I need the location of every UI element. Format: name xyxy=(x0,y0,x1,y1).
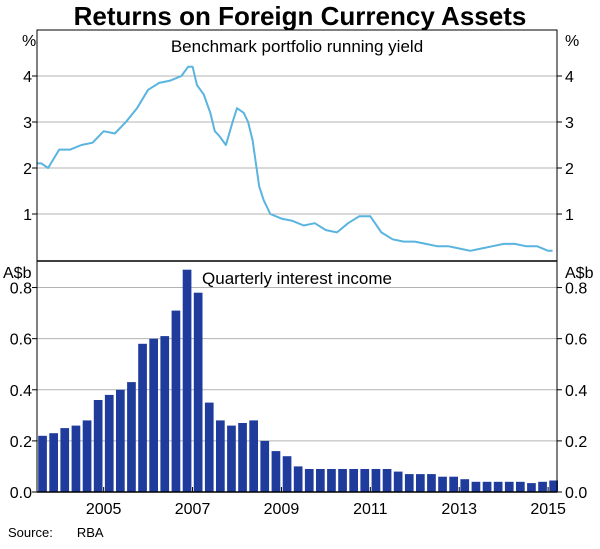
yield-ytick-label-left: 1 xyxy=(23,207,32,224)
yield-ytick-label-right: 2 xyxy=(565,161,574,178)
income-bar xyxy=(116,389,125,492)
income-bar xyxy=(193,292,203,492)
yield-ytick-label-left: 2 xyxy=(23,161,32,178)
income-ytick-label-right: 0.8 xyxy=(565,281,587,298)
income-bar xyxy=(227,425,236,492)
x-tick-label: 2009 xyxy=(264,501,300,518)
income-bar xyxy=(416,474,425,492)
income-bar xyxy=(471,481,481,492)
income-bar xyxy=(538,481,547,492)
x-tick-label: 2011 xyxy=(353,501,388,518)
income-ytick-label-left: 0.8 xyxy=(10,281,32,298)
income-bar xyxy=(93,400,103,492)
yield-ytick-label-left: 4 xyxy=(23,69,32,86)
income-bar xyxy=(238,423,247,492)
income-bar xyxy=(138,343,147,492)
income-ytick-label-right: 0.0 xyxy=(565,485,587,502)
yield-ylabel-left: % xyxy=(22,33,36,50)
chart-title: Returns on Foreign Currency Assets xyxy=(73,1,527,31)
yield-series-line xyxy=(37,65,553,252)
x-tick-label: 2007 xyxy=(175,501,211,518)
income-ytick-label-left: 0.6 xyxy=(10,332,32,349)
income-bar xyxy=(382,469,392,492)
income-bar xyxy=(282,456,292,492)
income-ytick-label-right: 0.2 xyxy=(565,434,587,451)
income-panel-title: Quarterly interest income xyxy=(202,269,392,288)
yield-ytick-label-right: 4 xyxy=(565,69,574,86)
income-bar xyxy=(460,479,470,492)
income-bar xyxy=(293,466,303,492)
income-bar xyxy=(171,310,181,492)
yield-panel-title: Benchmark portfolio running yield xyxy=(171,37,423,56)
income-bar xyxy=(316,469,325,492)
income-ytick-label-left: 0.2 xyxy=(10,434,32,451)
income-bar xyxy=(349,469,358,492)
income-bar xyxy=(404,474,414,492)
income-ytick-label-left: 0.0 xyxy=(10,485,32,502)
income-ytick-label-right: 0.6 xyxy=(565,332,587,349)
yield-ytick-label-right: 3 xyxy=(565,115,574,132)
income-bar xyxy=(338,469,347,492)
income-bar xyxy=(360,469,370,492)
income-bar xyxy=(49,433,58,492)
income-bar xyxy=(149,338,158,492)
x-tick-label: 2013 xyxy=(441,501,477,518)
income-bar xyxy=(260,440,270,492)
income-bar xyxy=(327,469,336,492)
income-bar xyxy=(527,483,536,492)
source-label: Source: xyxy=(8,525,53,540)
income-bar xyxy=(304,469,314,492)
income-bar xyxy=(71,425,81,492)
x-tick-label: 2005 xyxy=(86,501,122,518)
income-bar xyxy=(427,474,436,492)
income-bar xyxy=(482,481,492,492)
income-ytick-label-left: 0.4 xyxy=(10,383,32,400)
source-value: RBA xyxy=(76,525,104,540)
x-tick-label: 2015 xyxy=(530,501,566,518)
income-bar xyxy=(393,471,403,492)
income-bar xyxy=(182,269,192,492)
income-bar xyxy=(271,451,281,492)
income-bar xyxy=(371,469,381,492)
income-bar xyxy=(549,480,558,492)
income-bar xyxy=(516,481,525,492)
income-bar xyxy=(127,382,136,492)
income-bar xyxy=(249,420,258,492)
income-bar xyxy=(204,402,214,492)
income-bar xyxy=(449,476,458,492)
income-ylabel-left: A$b xyxy=(3,265,32,282)
income-bar xyxy=(216,420,225,492)
income-bar xyxy=(504,481,514,492)
income-bar xyxy=(82,420,92,492)
income-bar xyxy=(104,394,114,492)
yield-ylabel-right: % xyxy=(565,33,579,50)
income-bar xyxy=(438,476,447,492)
yield-ytick-label-right: 1 xyxy=(565,207,574,224)
income-bar xyxy=(38,435,47,492)
source-note: Source: RBA xyxy=(8,525,128,540)
income-bar xyxy=(493,481,503,492)
income-ylabel-right: A$b xyxy=(565,265,594,282)
yield-ytick-label-left: 3 xyxy=(23,115,32,132)
income-ytick-label-right: 0.4 xyxy=(565,383,587,400)
income-bar xyxy=(160,336,170,492)
income-bar xyxy=(60,428,70,492)
